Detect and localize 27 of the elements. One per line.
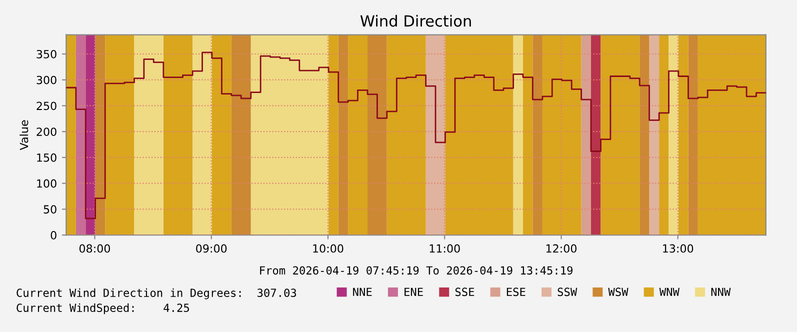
legend-label: SSW — [558, 288, 578, 296]
x-tick-label: 12:00 — [546, 244, 577, 253]
x-tick-label: 11:00 — [430, 244, 460, 253]
y-tick-label: 0 — [50, 231, 56, 240]
y-tick-label: 250 — [36, 102, 56, 110]
y-tick-label: 350 — [36, 50, 56, 58]
y-tick-label: 150 — [37, 153, 56, 162]
y-tick-label: 100 — [37, 179, 56, 188]
x-tick-label: 10:00 — [313, 244, 344, 253]
text: Current Wind Direction in Degrees: 307.03 — [16, 288, 296, 300]
x-tick-label: 13:00 — [663, 244, 694, 253]
y-tick-label: 200 — [36, 128, 56, 136]
legend-label: SSE — [455, 288, 474, 296]
legend-label: ESE — [506, 288, 526, 296]
x-axis-title: From 2026-04-19 07:45:19 To 2026-04-19 13:45:19 — [260, 266, 572, 275]
y-tick-label: 50 — [44, 205, 56, 214]
x-tick-label: 09:00 — [196, 244, 227, 253]
legend-label: WNW — [659, 288, 680, 296]
legend-label: NNE — [353, 288, 372, 296]
y-tick-label: 300 — [36, 76, 56, 84]
x-tick-label: 08:00 — [79, 244, 110, 253]
legend-label: WSW — [608, 288, 628, 296]
legend-label: ENE — [404, 288, 423, 296]
chart-title: Wind Direction — [360, 14, 471, 27]
text: Current WindSpeed: 4.25 — [16, 303, 189, 314]
y-axis-title: Value — [20, 120, 28, 150]
legend-label: NNW — [711, 288, 731, 296]
